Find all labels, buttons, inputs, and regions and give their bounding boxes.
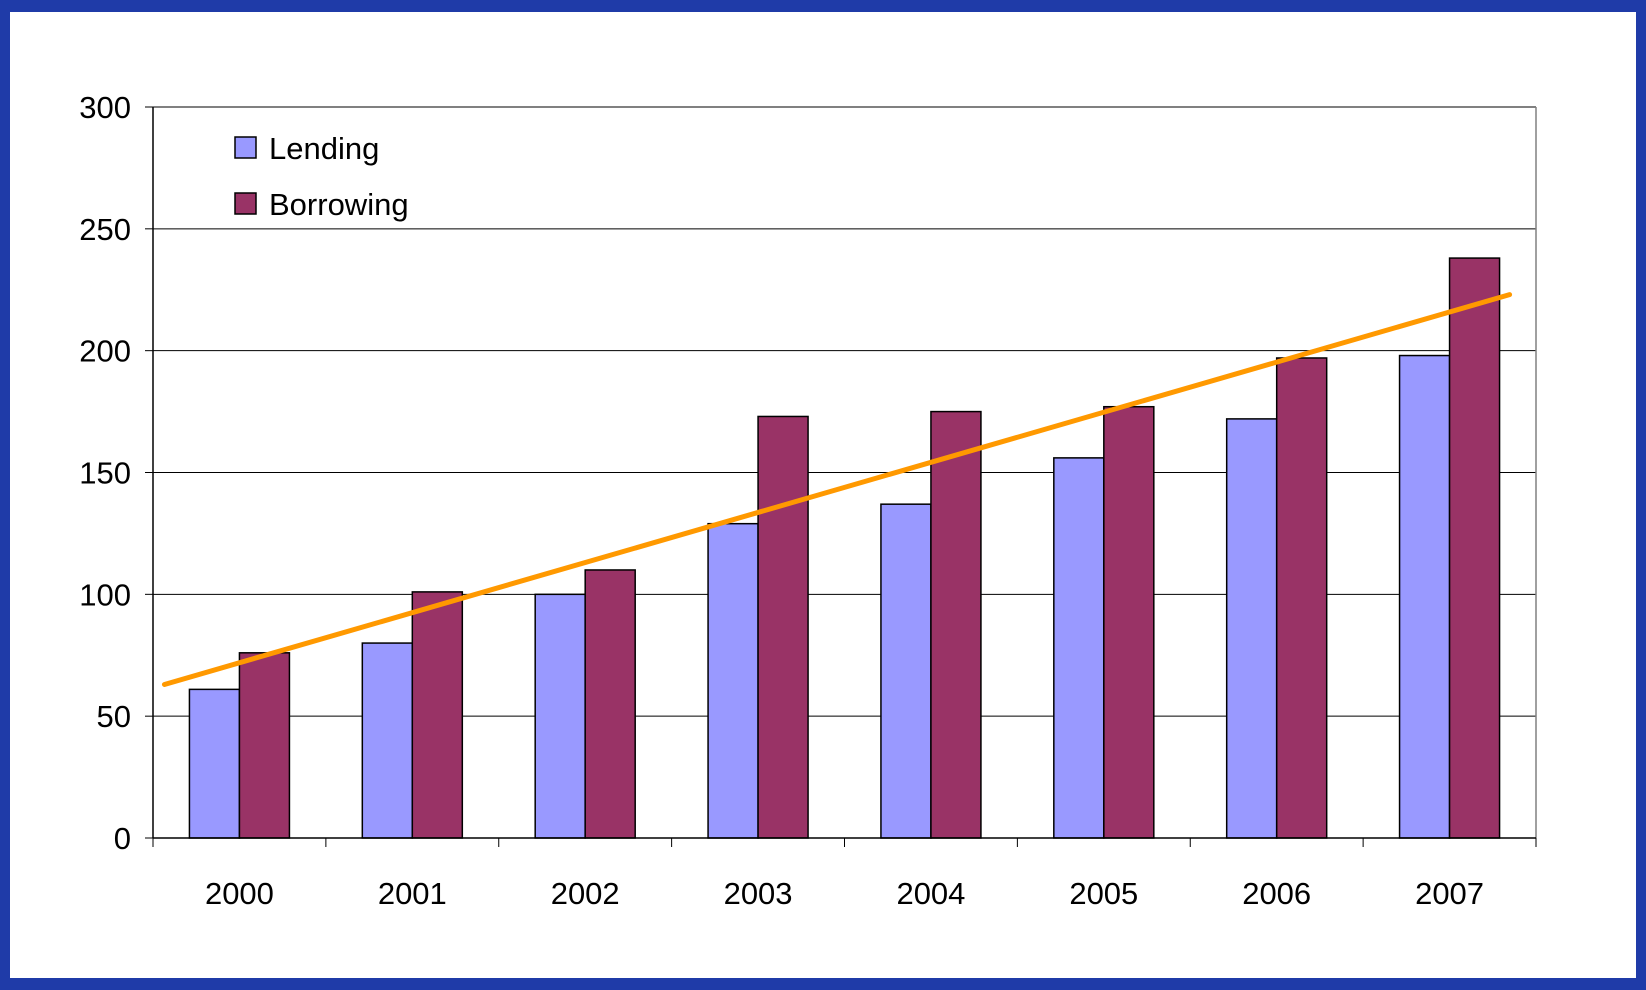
bar-lending-2001 [361, 642, 414, 839]
axes: 0 50 100 150 200 250 300 2000 2001 2002 2003 2004 20… [79, 90, 1537, 911]
bar-lending-2004 [880, 503, 932, 839]
y-tick-label: 250 [79, 212, 131, 247]
bar-borrowing-2002 [584, 569, 636, 839]
x-tick-label: 2000 [205, 876, 274, 911]
legend-swatch-borrowing [234, 192, 257, 215]
bar-chart: 0 50 100 150 200 250 300 2000 2001 2002 2003 2004 20… [79, 90, 1537, 911]
bar-borrowing-2003 [757, 415, 809, 839]
x-tick-label: 2005 [1069, 876, 1138, 911]
bar-lending-2007 [1398, 354, 1451, 839]
bar-borrowing-2006 [1275, 357, 1328, 839]
bar-borrowing-2000 [238, 652, 291, 839]
legend: Lending Borrowing [234, 131, 409, 222]
x-tick-label: 2003 [724, 876, 793, 911]
trendline [161, 292, 1513, 687]
y-tick-label: 300 [79, 90, 131, 125]
x-tick-label: 2002 [551, 876, 620, 911]
bar-lending-2006 [1225, 418, 1278, 839]
x-tick-label: 2004 [896, 876, 965, 911]
y-tick-label: 150 [79, 456, 131, 491]
y-tick-label: 200 [79, 334, 131, 369]
bar-borrowing-2005 [1103, 405, 1155, 839]
y-tick-label: 50 [97, 699, 131, 734]
legend-swatch-lending [234, 136, 257, 159]
y-tick-label: 100 [79, 577, 131, 612]
slide-frame: 0 50 100 150 200 250 300 2000 2001 2002 2003 2004 20… [10, 12, 1636, 978]
bar-borrowing-2004 [930, 410, 982, 839]
x-tick-label: 2001 [378, 876, 447, 911]
x-tick-label: 2006 [1242, 876, 1311, 911]
bar-borrowing-2007 [1448, 257, 1501, 839]
bar-lending-2002 [534, 593, 586, 839]
bars [188, 257, 1501, 839]
y-tick-label: 0 [114, 821, 131, 856]
trendline-layer [161, 292, 1513, 687]
x-tick-label: 2007 [1415, 876, 1484, 911]
legend-label-lending: Lending [269, 131, 379, 166]
bar-borrowing-2001 [411, 591, 464, 839]
bar-lending-2003 [707, 522, 759, 839]
legend-label-borrowing: Borrowing [269, 187, 409, 222]
bar-lending-2000 [188, 688, 241, 839]
bar-lending-2005 [1053, 457, 1105, 839]
